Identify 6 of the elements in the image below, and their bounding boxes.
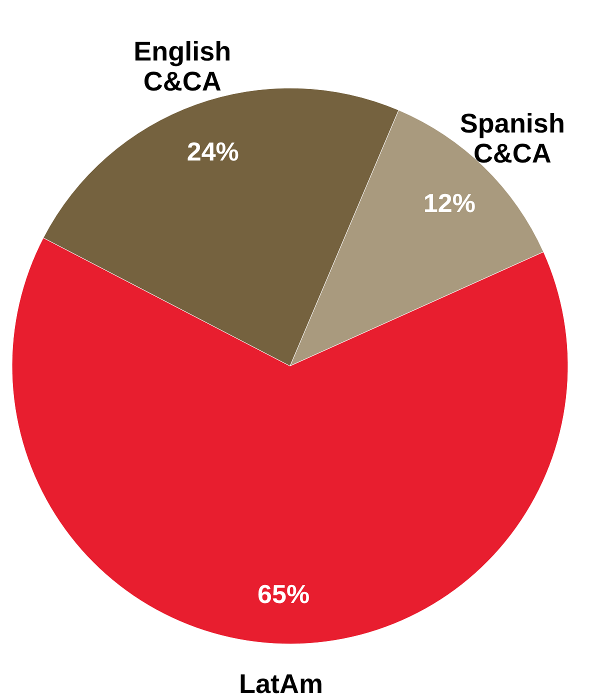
data-label: 24% <box>186 136 239 166</box>
data-label: 65% <box>258 578 310 609</box>
data-label: 12% <box>423 188 476 218</box>
slice-label: Spanish C&CA <box>460 108 565 169</box>
slice-label: LatAm <box>239 668 324 699</box>
slice-label: English C&CA <box>134 36 232 97</box>
